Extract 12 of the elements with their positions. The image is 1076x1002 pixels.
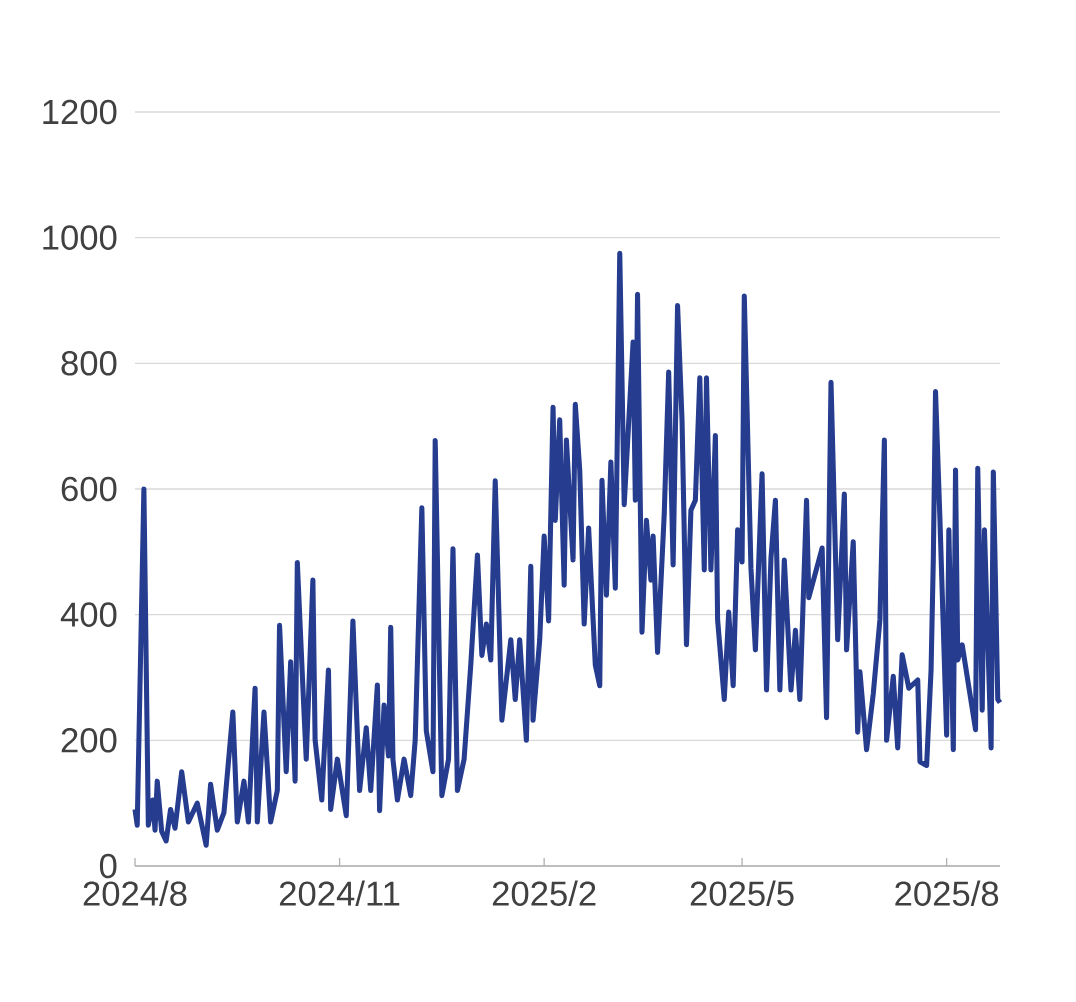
- y-tick-label: 400: [60, 602, 117, 627]
- y-tick-label: 600: [61, 476, 117, 502]
- y-tick-label: 1200: [43, 99, 117, 125]
- y-tick-label: 1000: [43, 225, 117, 250]
- x-tick-label: 2024/11: [279, 880, 400, 906]
- x-tick-label: 2025/2: [492, 880, 596, 906]
- y-tick-label: 0: [99, 853, 117, 879]
- x-tick-label: 2024/8: [83, 880, 187, 906]
- y-tick-label: 800: [61, 351, 117, 376]
- y-tick-label: 200: [61, 728, 117, 753]
- x-tick-label: 2025/8: [895, 880, 999, 906]
- x-tick-label: 2025/5: [690, 880, 794, 906]
